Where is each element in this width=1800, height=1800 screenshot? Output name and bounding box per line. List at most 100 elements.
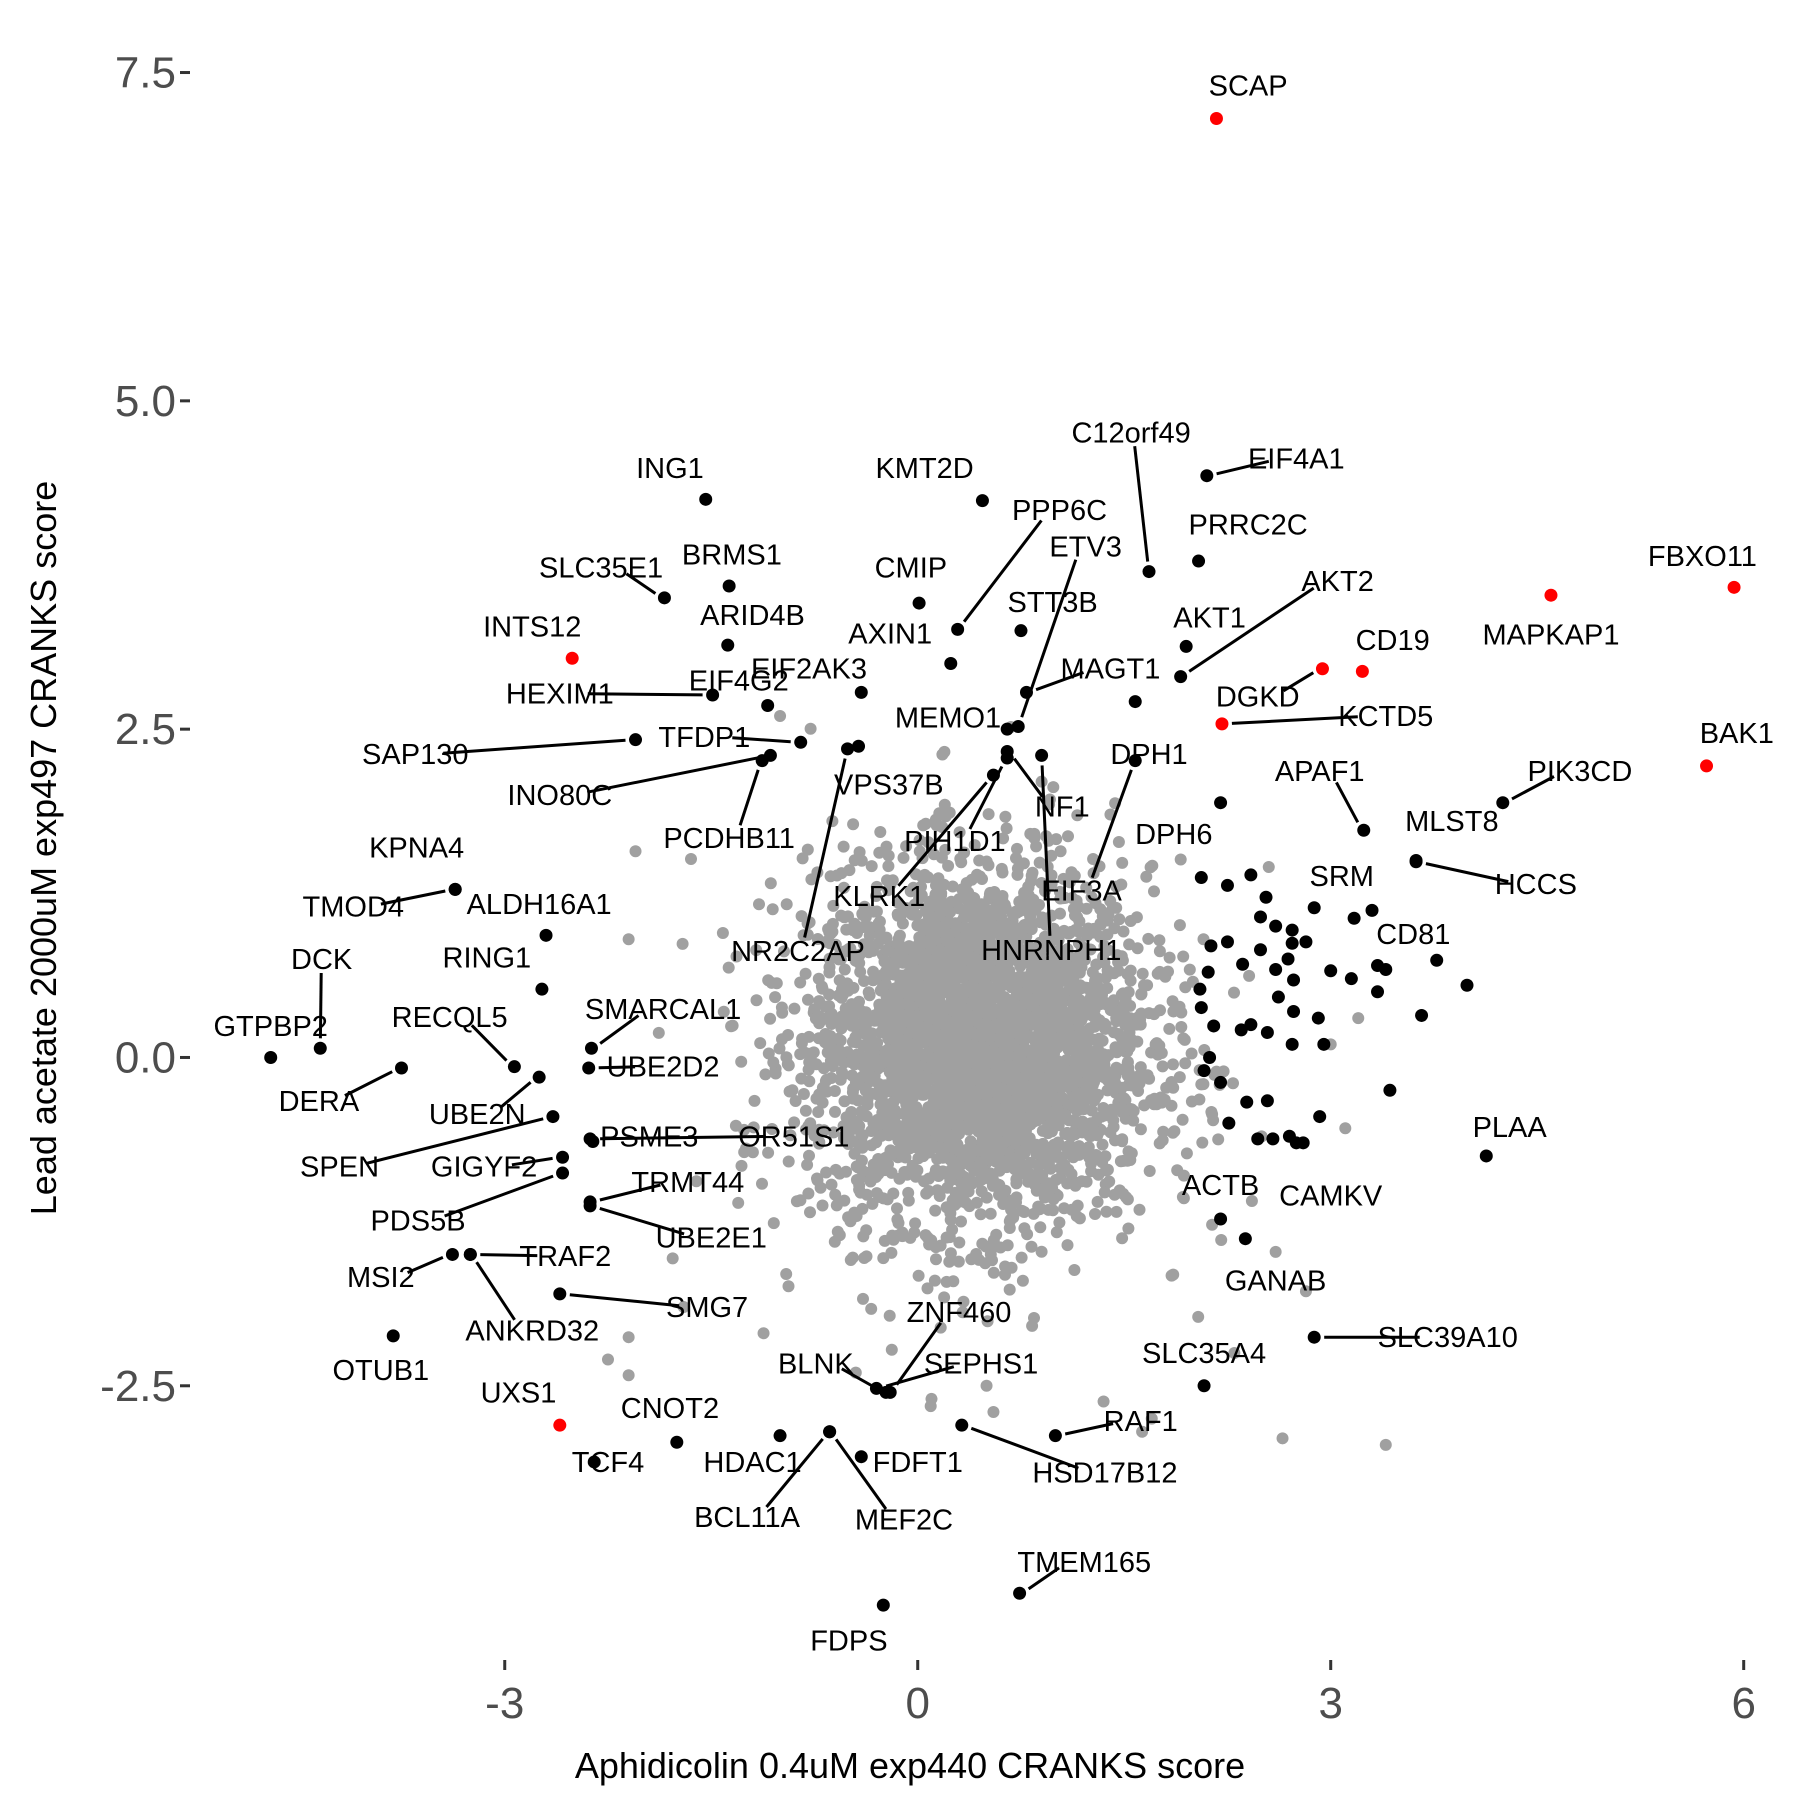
background-point: [1217, 1065, 1230, 1078]
background-point: [1001, 1239, 1014, 1252]
background-point: [836, 1069, 849, 1082]
background-point: [877, 980, 889, 993]
background-point: [1016, 1204, 1029, 1217]
background-point: [985, 948, 998, 961]
hit-point: [1299, 935, 1313, 949]
background-point: [685, 853, 697, 865]
label-scap: SCAP: [1209, 71, 1288, 103]
background-point: [823, 1000, 836, 1012]
background-point: [813, 1123, 826, 1136]
y-tick-label: -2.5: [100, 1362, 176, 1411]
background-point: [802, 1187, 815, 1200]
point-spen: [546, 1110, 560, 1124]
label-akt2: AKT2: [1301, 566, 1374, 598]
label-uxs1: UXS1: [481, 1377, 557, 1409]
background-point: [851, 1048, 863, 1061]
x-tick-label: 6: [1731, 1679, 1755, 1728]
background-point: [873, 915, 886, 928]
leader-line-gigyf2: [511, 1156, 553, 1167]
background-point: [995, 893, 1008, 906]
hit-point: [1244, 868, 1258, 882]
background-point: [948, 1076, 961, 1089]
background-point: [1115, 1105, 1128, 1118]
label-mapkap1: MAPKAP1: [1482, 620, 1619, 652]
point-slc39a10: [1307, 1330, 1321, 1344]
background-point: [880, 944, 893, 957]
background-point: [893, 1037, 906, 1050]
background-point: [1096, 1034, 1109, 1047]
point-eif3a: [1128, 754, 1142, 768]
label-pih1d1: PIH1D1: [904, 826, 1006, 858]
background-point: [927, 988, 940, 1001]
background-point: [940, 1231, 953, 1244]
point-cd19: [1355, 664, 1369, 678]
background-point: [1087, 853, 1100, 865]
background-point: [1167, 1268, 1180, 1281]
leader-line-spen: [366, 1117, 544, 1165]
hit-point: [1203, 1050, 1217, 1064]
point-apaf1: [1357, 823, 1371, 837]
background-point: [819, 1036, 831, 1049]
background-point: [862, 946, 875, 959]
background-point: [946, 880, 959, 893]
hit-point: [1344, 972, 1358, 986]
background-point: [769, 991, 782, 1004]
background-point: [1080, 902, 1093, 915]
background-point: [882, 1158, 894, 1171]
background-point: [1014, 960, 1027, 973]
background-point: [1035, 1088, 1047, 1101]
leader-line-ube2n: [500, 1081, 532, 1108]
leader-line-eif3a: [1090, 769, 1133, 879]
background-point: [955, 1215, 967, 1228]
background-point: [866, 1049, 879, 1061]
point-eif4g2: [761, 699, 775, 713]
background-point: [997, 832, 1010, 845]
background-point: [767, 1217, 780, 1230]
background-point: [1096, 1138, 1109, 1151]
background-point: [917, 1150, 930, 1163]
point-magt1: [1019, 685, 1033, 699]
background-point: [1117, 987, 1130, 1000]
background-point: [865, 1139, 878, 1152]
background-point: [1175, 1021, 1188, 1033]
background-point: [833, 1229, 846, 1242]
background-point: [773, 1042, 786, 1055]
hit-point: [1415, 1008, 1429, 1022]
point-tmem165: [1013, 1586, 1027, 1600]
background-point: [1136, 967, 1149, 980]
background-point: [786, 1084, 799, 1097]
background-point: [725, 1020, 738, 1033]
label-eif4a1: EIF4A1: [1248, 444, 1345, 476]
background-point: [957, 1295, 970, 1308]
background-point: [1053, 885, 1066, 898]
background-point: [759, 1068, 772, 1081]
background-point: [774, 710, 787, 723]
hit-point: [1220, 935, 1234, 949]
background-point: [814, 1181, 827, 1194]
background-point: [891, 896, 904, 909]
background-point: [882, 884, 895, 897]
background-point: [982, 960, 995, 973]
label-srm: SRM: [1310, 861, 1374, 893]
background-point: [738, 1123, 751, 1136]
background-point: [879, 932, 892, 945]
background-point: [1153, 934, 1166, 947]
label-tmod4: TMOD4: [303, 891, 405, 923]
background-point: [762, 1146, 775, 1159]
background-point: [1114, 1155, 1127, 1168]
point-brms1: [722, 579, 736, 593]
background-point: [1122, 1222, 1135, 1235]
point-dck: [313, 1041, 327, 1055]
background-point: [858, 1252, 871, 1264]
background-point: [930, 933, 942, 946]
leader-line-nf1: [1013, 757, 1044, 798]
point-hccs: [1409, 855, 1423, 869]
leader-line-akt2: [1188, 586, 1315, 673]
background-point: [940, 1275, 953, 1288]
background-point: [872, 1153, 885, 1165]
background-point: [1075, 1014, 1088, 1027]
background-point: [883, 1309, 896, 1322]
background-point: [1097, 1395, 1110, 1408]
background-point: [882, 1008, 895, 1020]
background-point: [690, 1175, 703, 1188]
